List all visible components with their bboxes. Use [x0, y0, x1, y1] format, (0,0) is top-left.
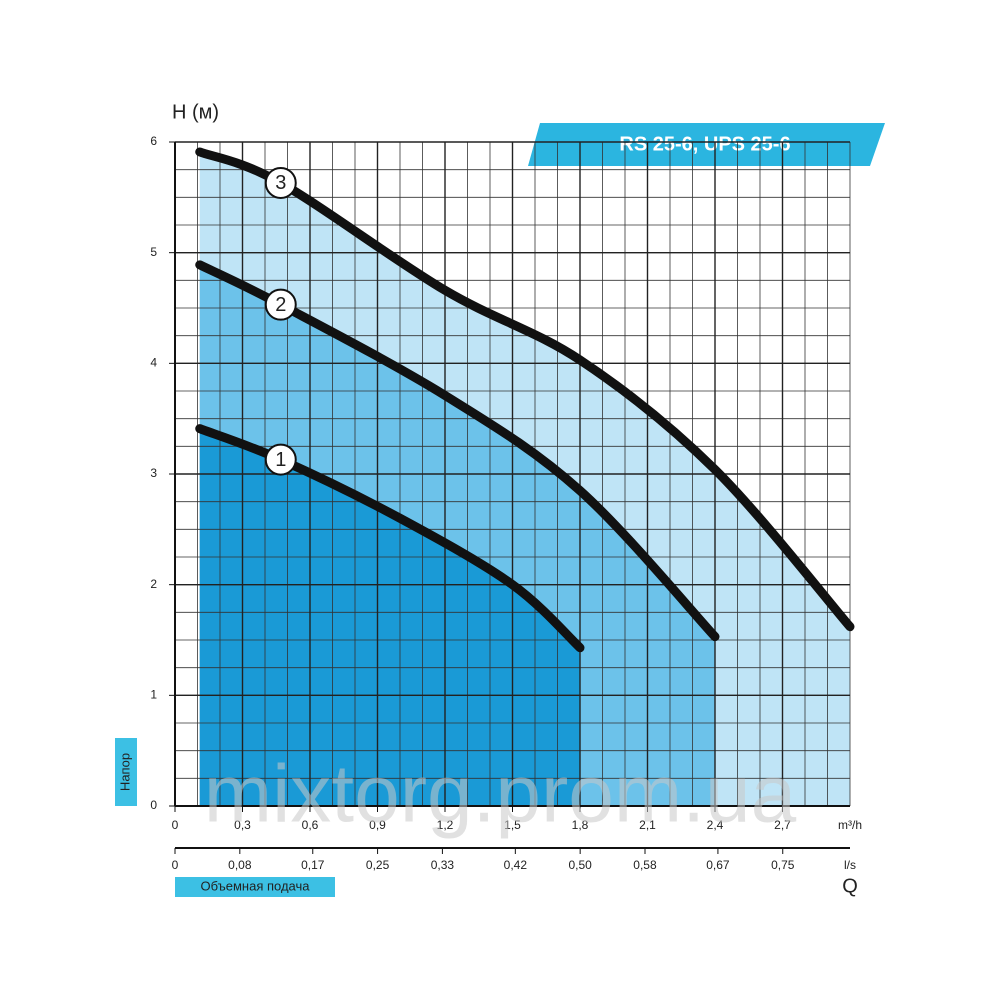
y-tick-label: 2	[150, 577, 157, 591]
x-tick-label: 0	[172, 818, 179, 832]
x2-tick-label: 0	[172, 858, 179, 872]
y-tick-label: 1	[150, 688, 157, 702]
y-tick-label: 4	[150, 356, 157, 370]
plot: 0 1 2 3 4 5 6 0 0,3 0,6 0,9 1,2 1,5 1,8 2,1 2,4 2,7 0 0,08…	[150, 134, 855, 872]
y-caption: Напор	[117, 753, 132, 791]
x-tick-label: 0,3	[234, 818, 251, 832]
x-tick-label: 2,7	[774, 818, 791, 832]
x2-tick-label: 0,58	[633, 858, 657, 872]
curve-fill	[199, 428, 580, 806]
x2-tick-label: 0,75	[771, 858, 795, 872]
x2-tick-label: 0,50	[568, 858, 592, 872]
x-tick-label: 1,5	[504, 818, 521, 832]
curve	[195, 424, 585, 653]
curve-label: 3	[275, 172, 286, 194]
y-tick-label: 5	[150, 245, 157, 259]
y-caption-box	[115, 738, 137, 806]
x-axis-label: Q	[842, 875, 858, 897]
curve-label-circle	[264, 288, 297, 321]
x-tick-label: 2,1	[639, 818, 656, 832]
x-unit: m³/h	[838, 818, 862, 832]
x-tick-label: 0,9	[369, 818, 386, 832]
x-tick-label: 1,8	[572, 818, 589, 832]
x2-tick-label: 0,08	[228, 858, 252, 872]
y-tick-label: 3	[150, 466, 157, 480]
watermark: mixtorg.prom.ua	[204, 749, 797, 840]
curve-label: 2	[275, 294, 286, 316]
curve-label-circle	[264, 166, 297, 199]
x2-tick-label: 0,33	[431, 858, 455, 872]
x-caption-box	[175, 877, 335, 897]
x-tick-label: 2,4	[707, 818, 724, 832]
x2-tick-label: 0,42	[504, 858, 528, 872]
curve-label-circle	[264, 443, 297, 476]
curve-fills	[199, 151, 850, 807]
x2-tick-label: 0,25	[366, 858, 390, 872]
x2-unit: l/s	[844, 858, 856, 872]
curve-label: 1	[275, 449, 286, 471]
y-axis-label: H (м)	[172, 101, 219, 123]
y-tick-label: 6	[150, 134, 157, 148]
chart-title: RS 25-6, UPS 25-6	[619, 133, 790, 155]
x2-tick-label: 0,67	[706, 858, 730, 872]
x-caption: Объемная подача	[201, 878, 311, 893]
grid	[174, 141, 851, 807]
x2-tick-label: 0,17	[301, 858, 325, 872]
title-banner	[528, 123, 885, 166]
y-tick-label: 0	[150, 798, 157, 812]
x-tick-label: 1,2	[437, 818, 454, 832]
x-tick-label: 0,6	[302, 818, 319, 832]
